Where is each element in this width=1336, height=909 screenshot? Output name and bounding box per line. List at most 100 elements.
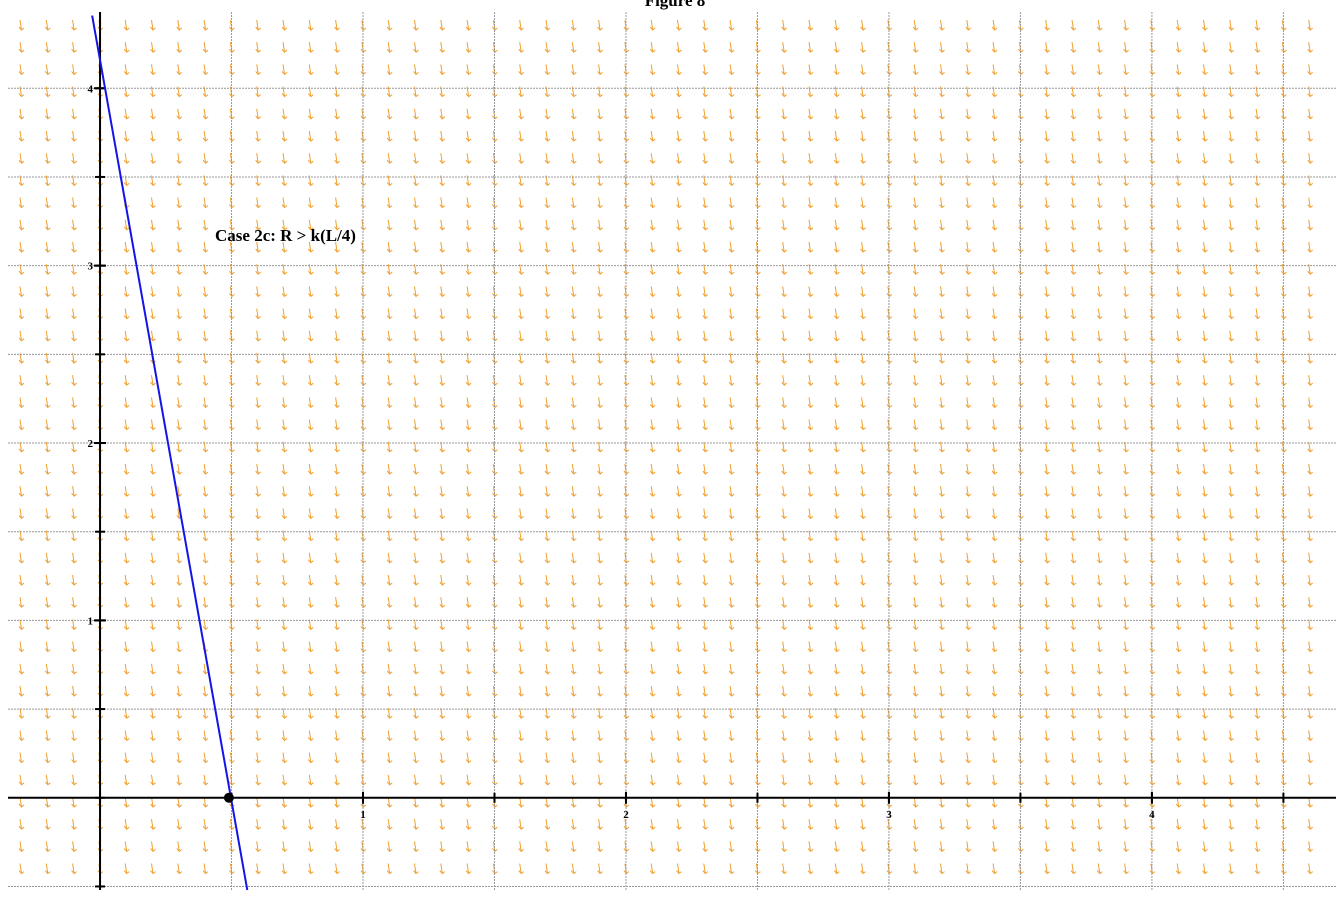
slope-arrow bbox=[597, 375, 603, 386]
slope-arrow bbox=[860, 241, 866, 253]
slope-arrow bbox=[1307, 397, 1314, 409]
slope-arrow bbox=[1307, 42, 1314, 53]
slope-arrow bbox=[991, 241, 998, 253]
slope-arrow bbox=[649, 752, 656, 764]
slope-arrow bbox=[44, 663, 51, 675]
slope-arrow bbox=[413, 419, 419, 431]
slope-arrow bbox=[123, 619, 130, 631]
slope-arrow bbox=[1228, 308, 1235, 320]
slope-arrow bbox=[18, 419, 25, 431]
slope-arrow bbox=[255, 819, 262, 830]
slope-arrow bbox=[307, 19, 314, 31]
slope-arrow bbox=[833, 530, 840, 542]
slope-arrow bbox=[334, 530, 340, 542]
slope-arrow bbox=[1070, 264, 1077, 275]
slope-arrow bbox=[307, 463, 314, 475]
slope-arrow bbox=[150, 685, 156, 697]
slope-arrow bbox=[1096, 397, 1103, 409]
slope-arrow bbox=[1175, 286, 1182, 298]
slope-arrow bbox=[781, 463, 788, 475]
slope-arrow bbox=[1123, 863, 1129, 875]
slope-arrow bbox=[307, 330, 314, 342]
slope-arrow bbox=[781, 308, 788, 320]
slope-arrow bbox=[1254, 552, 1261, 564]
slope-arrow bbox=[202, 375, 209, 386]
slope-arrow bbox=[702, 863, 709, 875]
slope-arrow bbox=[1254, 197, 1261, 209]
slope-arrow bbox=[649, 574, 656, 586]
slope-arrow bbox=[570, 286, 577, 298]
slope-arrow bbox=[781, 685, 788, 697]
slope-arrow bbox=[1202, 286, 1208, 298]
slope-arrow bbox=[334, 64, 340, 76]
slope-arrow bbox=[1096, 641, 1103, 653]
slope-arrow bbox=[912, 197, 919, 209]
slope-arrow bbox=[334, 375, 340, 386]
slope-arrow bbox=[570, 463, 577, 475]
slope-arrow bbox=[781, 752, 788, 764]
slope-arrow bbox=[807, 574, 814, 586]
slope-arrow bbox=[386, 441, 393, 453]
slope-arrow bbox=[676, 863, 682, 875]
slope-arrow bbox=[71, 574, 77, 586]
slope-arrow bbox=[202, 530, 209, 542]
slope-arrow bbox=[71, 597, 77, 608]
slope-arrow bbox=[649, 863, 656, 875]
slope-arrow bbox=[176, 863, 183, 875]
slope-arrow bbox=[1175, 153, 1182, 164]
slope-arrow bbox=[702, 219, 709, 231]
slope-arrow bbox=[518, 552, 525, 564]
slope-arrow bbox=[544, 219, 551, 231]
slope-arrow bbox=[676, 641, 682, 653]
slope-arrow bbox=[676, 774, 682, 786]
slope-arrow bbox=[807, 641, 814, 653]
slope-arrow bbox=[465, 619, 472, 631]
slope-arrow bbox=[386, 685, 393, 697]
slope-arrow bbox=[807, 108, 814, 120]
slope-arrow bbox=[597, 419, 603, 431]
slope-arrow bbox=[1044, 752, 1051, 764]
slope-arrow bbox=[1175, 375, 1182, 386]
slope-arrow bbox=[1096, 108, 1103, 120]
slope-arrow bbox=[860, 330, 866, 342]
slope-arrow bbox=[150, 730, 156, 742]
slope-arrow bbox=[1175, 219, 1182, 231]
slope-arrow bbox=[1070, 130, 1077, 142]
slope-arrow bbox=[176, 597, 183, 608]
slope-arrow bbox=[44, 441, 51, 453]
slope-arrow bbox=[1307, 308, 1314, 320]
slope-arrow bbox=[1070, 197, 1077, 209]
slope-arrow bbox=[518, 308, 525, 320]
slope-arrow bbox=[939, 641, 945, 653]
slope-arrow bbox=[1070, 597, 1077, 608]
slope-arrow bbox=[781, 552, 788, 564]
slope-arrow bbox=[1254, 508, 1261, 520]
slope-arrow bbox=[991, 530, 998, 542]
slope-arrow bbox=[465, 130, 472, 142]
slope-arrow bbox=[965, 153, 972, 164]
slope-arrow bbox=[123, 42, 130, 53]
slope-arrow bbox=[1044, 530, 1051, 542]
slope-arrow bbox=[255, 685, 262, 697]
slope-arrow bbox=[544, 641, 551, 653]
slope-arrow bbox=[1254, 486, 1261, 497]
slope-arrow bbox=[860, 819, 866, 830]
slope-arrow bbox=[597, 486, 603, 497]
slope-arrow bbox=[1044, 463, 1051, 475]
slope-arrow bbox=[965, 86, 972, 98]
slope-arrow bbox=[44, 197, 51, 209]
slope-arrow bbox=[281, 108, 288, 120]
slope-arrow bbox=[702, 153, 709, 164]
slope-arrow bbox=[123, 841, 130, 853]
slope-arrow bbox=[597, 219, 603, 231]
slope-arrow bbox=[1175, 86, 1182, 98]
slope-arrow bbox=[676, 108, 682, 120]
slope-arrow bbox=[597, 64, 603, 76]
slope-arrow bbox=[597, 597, 603, 608]
slope-arrow bbox=[334, 774, 340, 786]
slope-arrow bbox=[307, 375, 314, 386]
slope-arrow bbox=[676, 19, 682, 31]
slope-arrow bbox=[439, 463, 446, 475]
slope-arrow bbox=[965, 286, 972, 298]
